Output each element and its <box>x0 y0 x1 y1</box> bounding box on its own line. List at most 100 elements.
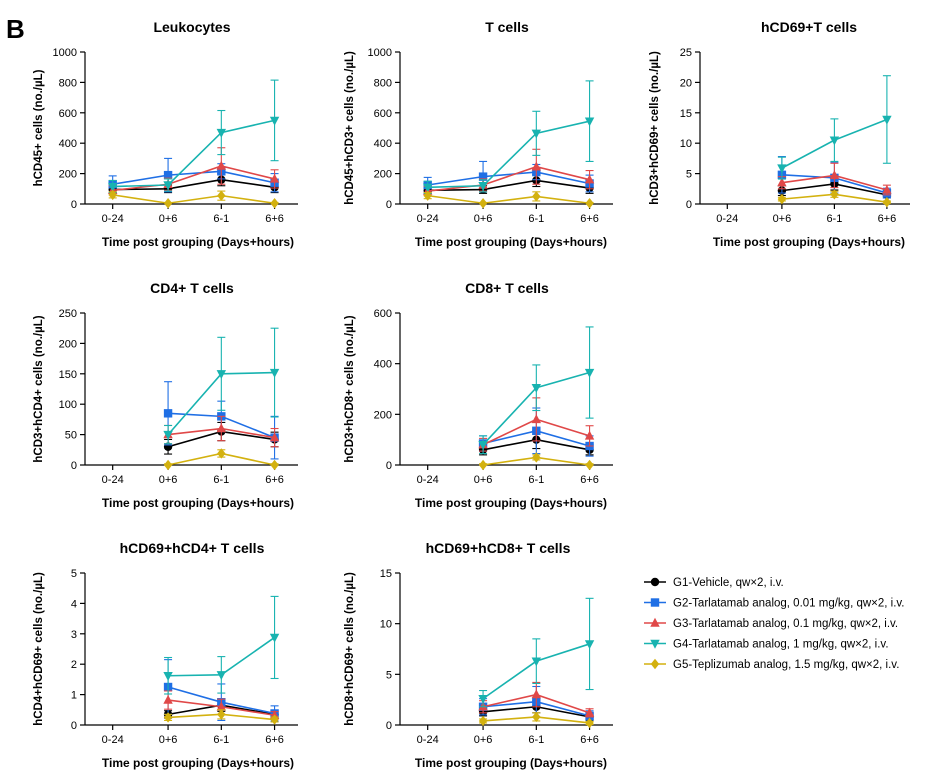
series-4 <box>163 595 280 695</box>
legend-label: G5-Teplizumab analog, 1.5 mg/kg, qw×2, i… <box>673 659 899 671</box>
series-3 <box>107 147 280 196</box>
y-axis-label: hCD45+hCD3+ cells (no./µL) <box>344 51 356 205</box>
chart-title: CD8+ T cells <box>465 280 549 296</box>
x-tick-label: 6+6 <box>878 213 897 225</box>
chart-title: Leukocytes <box>153 19 230 35</box>
legend-marker <box>650 658 660 670</box>
series-line <box>427 165 590 192</box>
data-point <box>531 414 542 424</box>
data-point <box>882 115 892 125</box>
panel-label: B <box>6 14 25 44</box>
series-3 <box>422 148 595 197</box>
y-axis-label: hCD4+hCD69+ cells (no./µL) <box>33 572 45 726</box>
series-3 <box>478 681 595 718</box>
data-point <box>584 117 595 127</box>
x-tick-label: 0+6 <box>474 734 493 746</box>
x-tick-label: 6-1 <box>213 213 229 225</box>
y-tick-label: 10 <box>680 138 692 150</box>
y-tick-label: 800 <box>374 77 392 89</box>
y-tick-label: 5 <box>386 669 392 681</box>
y-tick-label: 15 <box>380 568 392 580</box>
x-tick-label: 6+6 <box>580 734 599 746</box>
x-tick-label: 6-1 <box>826 213 842 225</box>
series-line <box>112 165 275 192</box>
data-point <box>584 174 595 184</box>
x-tick-label: 0-24 <box>102 734 124 746</box>
y-tick-label: 150 <box>59 369 77 381</box>
chart-panel-3: hCD69+T cells hCD3+hCD69+ cells (no./µL) T… <box>649 19 910 249</box>
series-line <box>112 178 275 191</box>
chart-panel-4: CD4+ T cells hCD3+hCD4+ cells (no./µL) Tim… <box>33 280 298 510</box>
data-point <box>269 368 280 378</box>
chart-panel-1: Leukocytes hCD45+ cells (no./µL) Time post… <box>33 19 298 249</box>
x-tick-label: 6+6 <box>265 474 284 486</box>
series-4 <box>478 597 595 708</box>
x-tick-label: 6-1 <box>528 734 544 746</box>
y-tick-label: 1000 <box>368 47 392 59</box>
data-point <box>270 714 279 725</box>
x-tick-label: 0+6 <box>159 734 178 746</box>
data-point <box>216 671 227 681</box>
data-point <box>163 409 173 418</box>
data-point <box>777 177 787 187</box>
x-axis-label: Time post grouping (Days+hours) <box>415 235 607 249</box>
series-line <box>427 120 590 189</box>
data-point <box>270 198 279 209</box>
y-tick-label: 15 <box>680 108 692 120</box>
legend-marker <box>650 577 660 587</box>
x-axis-label: Time post grouping (Days+hours) <box>102 235 294 249</box>
data-point <box>216 128 227 138</box>
data-point <box>777 164 787 174</box>
y-tick-label: 0 <box>386 720 392 732</box>
series-line <box>112 119 275 188</box>
series-5 <box>777 189 892 208</box>
data-point <box>163 198 173 209</box>
data-point <box>478 198 488 209</box>
data-point <box>217 190 226 201</box>
chart-title: CD4+ T cells <box>150 280 234 296</box>
x-tick-label: 0+6 <box>773 213 792 225</box>
x-tick-label: 0-24 <box>417 213 439 225</box>
y-axis-label: hCD3+hCD8+ cells (no./µL) <box>344 315 356 462</box>
y-axis-label: hCD8+hCD69+ cells (no./µL) <box>344 572 356 726</box>
legend-item: G4-Tarlatamab analog, 1 mg/kg, qw×2, i.v… <box>644 639 889 651</box>
data-point <box>882 184 892 194</box>
x-tick-label: 0-24 <box>102 474 124 486</box>
data-point <box>531 129 542 139</box>
data-point <box>585 717 594 729</box>
y-tick-label: 250 <box>59 308 77 320</box>
data-point <box>584 368 595 378</box>
x-axis-label: Time post grouping (Days+hours) <box>415 756 607 770</box>
x-tick-label: 0-24 <box>716 213 738 225</box>
legend-item: G1-Vehicle, qw×2, i.v. <box>644 577 784 589</box>
y-axis-label: hCD3+hCD4+ cells (no./µL) <box>33 315 45 462</box>
y-tick-label: 1000 <box>53 47 77 59</box>
y-tick-label: 600 <box>374 308 392 320</box>
chart-title: hCD69+T cells <box>761 19 857 35</box>
data-point <box>269 173 280 183</box>
series-line <box>112 194 275 205</box>
y-tick-label: 200 <box>374 169 392 181</box>
data-point <box>478 182 488 191</box>
data-point <box>829 136 840 146</box>
legend-label: G1-Vehicle, qw×2, i.v. <box>673 577 784 589</box>
data-point <box>829 170 840 180</box>
x-tick-label: 6-1 <box>213 474 229 486</box>
y-tick-label: 20 <box>680 77 692 89</box>
series-line <box>427 179 590 192</box>
data-point <box>108 189 117 201</box>
chart-title: hCD69+hCD4+ T cells <box>120 540 265 556</box>
data-point <box>163 672 173 681</box>
x-tick-label: 0+6 <box>474 474 493 486</box>
x-tick-label: 6-1 <box>213 734 229 746</box>
series-5 <box>163 709 279 725</box>
y-tick-label: 0 <box>71 460 77 472</box>
data-point <box>163 430 173 440</box>
x-tick-label: 0+6 <box>159 213 178 225</box>
y-tick-label: 4 <box>71 598 77 610</box>
series-1 <box>108 173 279 194</box>
series-line <box>427 194 590 205</box>
legend-marker <box>650 617 660 627</box>
data-point <box>478 715 488 727</box>
